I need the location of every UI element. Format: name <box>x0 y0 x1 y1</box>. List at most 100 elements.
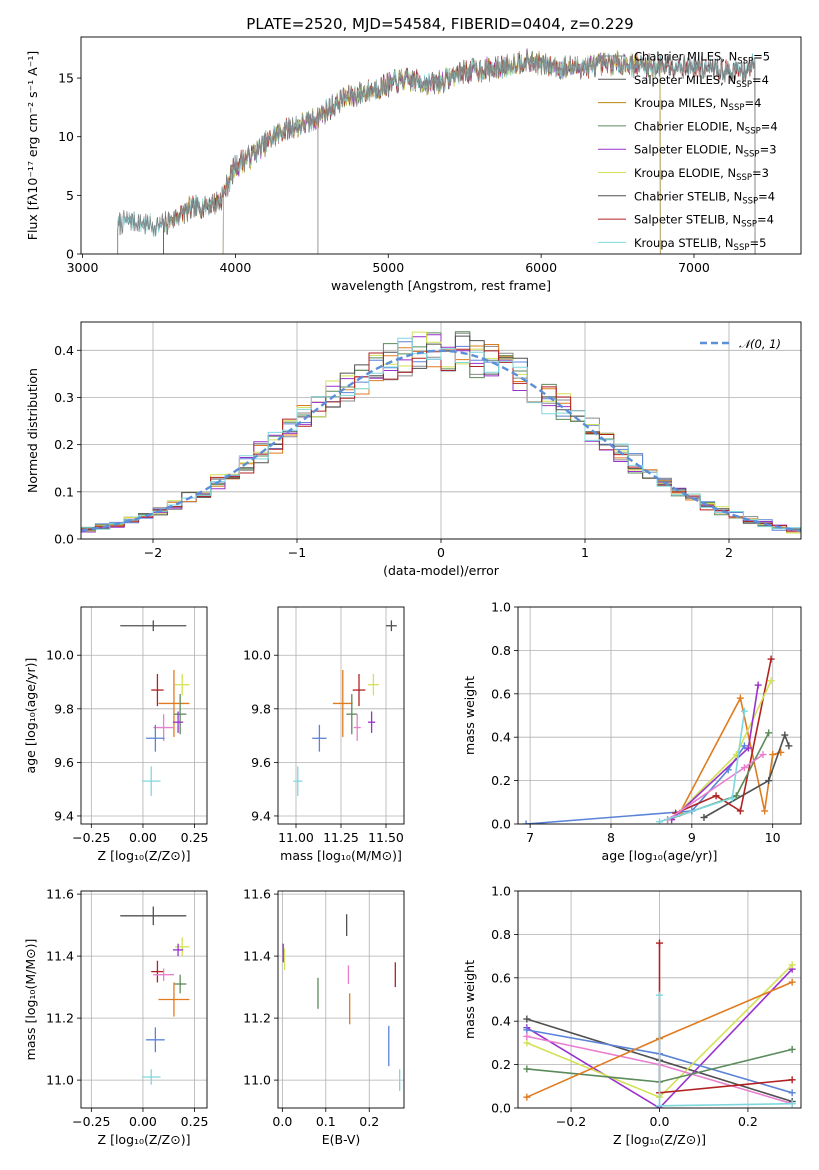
errorbar-point <box>173 974 187 994</box>
weight-marker <box>656 991 663 999</box>
y-tick-label: 0 <box>66 247 74 262</box>
errorbar-point <box>172 711 184 733</box>
axes-frame: 11.00 11.25 11.50 9.4 9.6 9.8 10.0 mass [log₁₀(… <box>243 606 405 863</box>
errorbar-point <box>151 960 164 983</box>
y-tick-label: 0.6 <box>491 970 511 985</box>
axes-border <box>80 36 802 255</box>
weight-marker <box>523 1093 531 1101</box>
y-tick-label: 0.0 <box>54 532 74 547</box>
y-tick-label: 11.6 <box>46 887 74 902</box>
y-tick-label: 0.3 <box>54 390 74 405</box>
panel-mass_weight_vs_age: 7 8 9 10 0.0 0.2 0.4 0.6 0.8 1.0 age [log₁₀(age/yr… <box>462 600 802 863</box>
axes-frame: −0.25 0.00 0.25 11.0 11.2 11.4 11.6 Z [log₁₀(Z/… <box>23 887 209 1147</box>
y-tick-label: 1.0 <box>491 600 511 615</box>
x-tick-label: 10 <box>765 830 781 845</box>
errorbar-point <box>158 982 190 1017</box>
x-tick-label: 1 <box>581 545 589 560</box>
weight-line <box>667 753 764 821</box>
y-tick-label: 11.4 <box>243 949 271 964</box>
y-tick-label: 9.4 <box>54 808 74 823</box>
figure-title: PLATE=2520, MJD=54584, FIBERID=0404, z=0… <box>246 15 633 33</box>
y-tick-label: 10.0 <box>46 648 74 663</box>
axes-border <box>80 606 208 825</box>
axes-frame: −0.2 0.0 0.2 0.0 0.2 0.4 0.6 0.8 1.0 Z [log₁₀(Z/Z… <box>462 884 802 1147</box>
weight-marker <box>523 1015 531 1023</box>
y-tick-label: 1.0 <box>491 884 511 899</box>
legend-entry: Salpeter MILES, NSSP=4 <box>634 73 769 90</box>
x-tick-label: 0.2 <box>359 1114 379 1129</box>
weight-marker <box>740 742 748 750</box>
errorbar-point <box>368 711 376 733</box>
weight-marker <box>523 1026 531 1034</box>
x-tick-label: 5000 <box>372 260 404 275</box>
x-tick-label: 0 <box>437 545 445 560</box>
y-tick-label: 9.8 <box>54 701 74 716</box>
grid <box>278 607 404 824</box>
weight-marker <box>769 751 777 759</box>
y-tick-label: 0.8 <box>491 643 511 658</box>
errorbar-point <box>120 906 187 926</box>
y-tick-label: 0.4 <box>491 730 511 745</box>
x-tick-label: 2 <box>725 545 733 560</box>
weight-line <box>675 658 772 814</box>
y-tick-label: 0.4 <box>491 1014 511 1029</box>
x-axis-label: Z [log₁₀(Z/Z⊙)] <box>98 1132 191 1147</box>
errorbar-point <box>151 673 164 707</box>
y-tick-label: 11.0 <box>46 1073 74 1088</box>
errorbar-point <box>172 943 184 957</box>
y-axis-label: mass weight <box>462 676 477 755</box>
x-tick-label: 11.25 <box>323 830 359 845</box>
y-tick-label: 9.6 <box>54 755 74 770</box>
y-tick-label: 0.2 <box>491 773 511 788</box>
y-tick-label: 0.0 <box>491 1101 511 1116</box>
errorbar-point <box>146 1027 165 1053</box>
weight-marker <box>754 681 762 689</box>
x-tick-label: 9 <box>688 830 696 845</box>
legend: 𝒩(0, 1) <box>700 337 781 351</box>
x-tick-label: −0.25 <box>72 830 110 845</box>
grid <box>81 891 207 1108</box>
spectrum-line-chabrier-miles <box>117 49 756 254</box>
y-tick-label: 15 <box>58 71 74 86</box>
weight-line <box>526 968 793 1108</box>
y-tick-label: 9.4 <box>251 808 271 823</box>
x-tick-label: 0.25 <box>181 830 209 845</box>
weight-marker <box>767 655 775 663</box>
x-tick-label: 0.00 <box>129 830 157 845</box>
y-tick-label: 11.2 <box>243 1011 271 1026</box>
errorbar-point <box>368 673 379 696</box>
weight-marker <box>700 813 708 821</box>
panel-mass_weight_vs_Z: −0.2 0.0 0.2 0.0 0.2 0.4 0.6 0.8 1.0 Z [log₁₀(Z/Z… <box>462 884 802 1147</box>
errorbar-point <box>146 724 165 752</box>
weight-marker <box>765 729 773 737</box>
x-tick-label: 7000 <box>678 260 710 275</box>
axes-border <box>80 890 208 1109</box>
y-tick-label: 9.8 <box>251 701 271 716</box>
weight-marker <box>656 818 663 824</box>
axes-border <box>517 890 802 1109</box>
axes-frame: 0.0 0.1 0.2 11.0 11.2 11.4 11.6 E(B-V) <box>243 887 405 1147</box>
weight-marker <box>788 961 796 969</box>
normal-curve <box>81 349 801 532</box>
errorbar-point <box>141 766 161 796</box>
x-tick-label: 0.25 <box>181 1114 209 1129</box>
weight-marker <box>736 807 744 815</box>
y-tick-label: 0.6 <box>491 686 511 701</box>
errorbar-point <box>120 620 187 632</box>
weight-marker <box>712 792 720 800</box>
x-axis-label: E(B-V) <box>322 1132 361 1147</box>
x-axis-label: Z [log₁₀(Z/Z⊙)] <box>98 848 191 863</box>
weight-marker <box>744 744 752 752</box>
x-tick-label: 0.0 <box>272 1114 292 1129</box>
y-axis-label: Normed distribution <box>25 368 40 493</box>
y-tick-label: 11.2 <box>46 1011 74 1026</box>
y-tick-label: 0.2 <box>54 437 74 452</box>
x-tick-label: 0.00 <box>129 1114 157 1129</box>
weight-marker <box>765 777 773 785</box>
y-tick-label: 0.0 <box>491 817 511 832</box>
grid <box>278 891 404 1108</box>
x-tick-label: −2 <box>144 545 162 560</box>
errorbar-point <box>173 694 187 735</box>
errorbar-point <box>153 968 174 981</box>
weight-marker <box>523 1039 531 1047</box>
